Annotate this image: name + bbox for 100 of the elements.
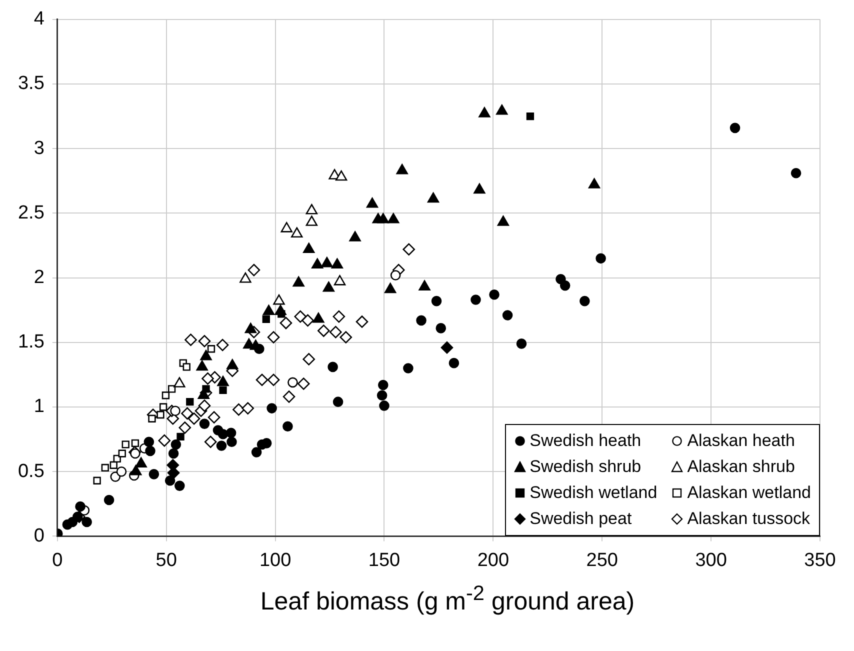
point xyxy=(388,213,400,224)
point xyxy=(158,434,171,447)
point xyxy=(332,396,344,407)
point xyxy=(280,222,292,232)
point xyxy=(174,377,186,388)
point xyxy=(182,363,190,371)
point xyxy=(402,243,416,256)
point xyxy=(516,338,527,349)
point xyxy=(198,388,210,400)
point xyxy=(82,516,92,528)
point xyxy=(588,178,600,188)
point xyxy=(148,414,156,422)
point xyxy=(251,447,262,458)
x-tick-label: 300 xyxy=(695,550,727,571)
legend-label: Swedish shrub xyxy=(530,457,642,478)
point xyxy=(288,377,298,388)
point xyxy=(335,170,348,181)
point xyxy=(306,216,318,226)
point xyxy=(217,376,229,386)
x-tick-label: 0 xyxy=(52,550,63,571)
point xyxy=(200,350,212,360)
point xyxy=(332,310,346,323)
point xyxy=(122,440,130,448)
y-tick-label: 0.5 xyxy=(18,460,44,482)
point xyxy=(168,448,179,459)
point xyxy=(318,324,330,337)
point xyxy=(198,334,211,348)
y-tick-label: 2 xyxy=(34,267,44,288)
x-tick-label: 200 xyxy=(477,550,510,571)
legend-label: Alaskan wetland xyxy=(687,483,811,504)
point xyxy=(372,213,384,224)
point xyxy=(186,398,194,406)
x-tick-label: 100 xyxy=(259,550,292,571)
point xyxy=(282,390,296,403)
point xyxy=(340,331,352,344)
point xyxy=(366,198,378,208)
point xyxy=(218,428,228,440)
y-tick-label: 3 xyxy=(34,138,44,159)
point xyxy=(162,392,170,400)
point xyxy=(489,289,500,300)
point xyxy=(294,310,306,323)
point xyxy=(322,281,335,292)
x-tick-label: 50 xyxy=(156,550,177,571)
point xyxy=(232,403,245,416)
point xyxy=(448,358,460,368)
point xyxy=(312,258,324,269)
y-tick-label: 0 xyxy=(34,525,44,546)
point xyxy=(384,282,396,294)
legend-label: Swedish peat xyxy=(530,509,632,530)
point xyxy=(75,501,86,512)
point xyxy=(184,334,197,346)
point xyxy=(199,418,210,429)
point xyxy=(321,256,333,268)
legend-label: Alaskan heath xyxy=(687,431,795,452)
point xyxy=(497,216,510,226)
point xyxy=(262,304,275,316)
point xyxy=(526,112,534,120)
point xyxy=(170,439,182,450)
point xyxy=(116,466,127,477)
y-tick-label: 4 xyxy=(34,8,45,30)
point xyxy=(170,406,180,416)
point xyxy=(390,270,401,280)
point xyxy=(262,315,270,323)
point xyxy=(156,410,164,419)
point xyxy=(159,403,168,411)
point xyxy=(356,316,368,328)
point xyxy=(267,374,280,386)
y-tick-label: 1 xyxy=(34,396,44,418)
point xyxy=(242,402,254,414)
point xyxy=(560,280,570,291)
point xyxy=(72,512,83,522)
point xyxy=(436,323,446,334)
x-tick-label: 350 xyxy=(804,550,836,571)
point xyxy=(280,316,292,330)
point xyxy=(131,439,140,448)
point xyxy=(219,386,227,394)
point xyxy=(302,353,315,366)
point xyxy=(101,464,109,472)
point xyxy=(240,272,252,283)
point xyxy=(144,436,154,448)
x-tick-label: 250 xyxy=(586,550,618,571)
point xyxy=(378,380,388,390)
point xyxy=(790,168,802,178)
point xyxy=(207,345,216,353)
point xyxy=(427,192,440,203)
point xyxy=(580,296,590,306)
point xyxy=(376,390,388,401)
point xyxy=(292,276,304,287)
point xyxy=(188,412,200,425)
point xyxy=(273,294,285,305)
y-tick-label: 1.5 xyxy=(18,332,44,353)
point xyxy=(330,326,342,338)
point xyxy=(349,231,361,242)
point xyxy=(148,469,160,480)
point xyxy=(204,436,217,448)
point xyxy=(496,104,508,115)
point xyxy=(379,400,390,411)
point xyxy=(104,494,114,506)
point xyxy=(274,304,286,316)
point xyxy=(226,359,238,370)
